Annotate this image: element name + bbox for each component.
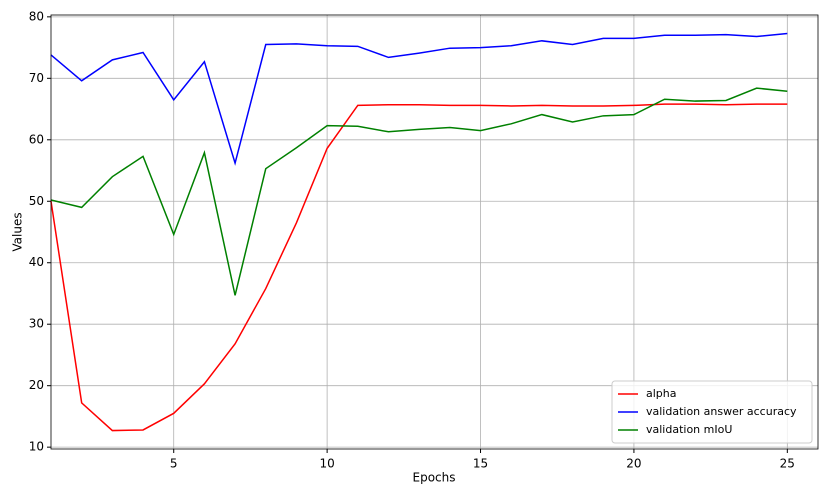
x-tick-label: 5	[170, 457, 178, 471]
y-tick-label: 30	[29, 317, 44, 331]
y-tick-label: 60	[29, 132, 44, 146]
y-axis-label: Values	[11, 212, 25, 251]
x-tick-label: 25	[780, 457, 795, 471]
series-line	[50, 103, 788, 432]
series-line	[50, 87, 788, 296]
y-tick-label: 70	[29, 71, 44, 85]
legend-label: validation mIoU	[646, 423, 732, 436]
plot-frame	[50, 14, 819, 450]
y-tick-label: 40	[29, 255, 44, 269]
y-tick-label: 20	[29, 378, 44, 392]
y-tick-label: 50	[29, 194, 44, 208]
x-tick-label: 15	[473, 457, 488, 471]
y-tick-label: 10	[29, 440, 44, 454]
y-tick-label: 80	[29, 9, 44, 23]
x-tick-label: 10	[319, 457, 334, 471]
legend-label: alpha	[646, 387, 677, 400]
legend-box	[611, 380, 813, 444]
legend: alpha validation answer accuracy validatio…	[611, 380, 813, 444]
x-axis-label: Epochs	[413, 471, 456, 485]
series-line	[50, 32, 788, 166]
x-tick-label: 20	[626, 457, 641, 471]
legend-label: validation answer accuracy	[646, 405, 797, 418]
